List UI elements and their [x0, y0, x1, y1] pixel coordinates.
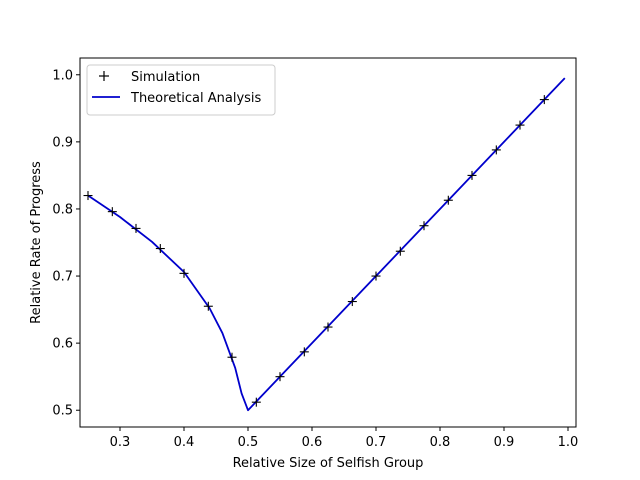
x-tick-label: 0.6 — [302, 435, 323, 450]
x-tick-label: 0.3 — [110, 435, 131, 450]
simulation-point — [299, 347, 309, 357]
simulation-point — [347, 297, 357, 307]
simulation-point — [395, 246, 405, 256]
legend: Simulation Theoretical Analysis — [86, 64, 276, 116]
legend-box — [86, 64, 276, 116]
y-tick-label: 1.0 — [52, 68, 73, 83]
series-line-theoretical-analysis — [87, 77, 566, 412]
plot-frame — [79, 57, 577, 428]
simulation-point — [83, 191, 93, 201]
simulation-point — [179, 268, 189, 278]
y-tick-label: 0.5 — [52, 404, 73, 419]
y-tick-label: 0.8 — [52, 202, 73, 217]
simulation-point — [467, 170, 477, 180]
x-axis-title: Relative Size of Selfish Group — [233, 456, 424, 471]
x-tick-label: 0.7 — [366, 435, 387, 450]
y-tick-label: 0.7 — [52, 270, 73, 285]
simulation-point — [155, 244, 165, 254]
simulation-point — [131, 223, 141, 233]
y-tick-label: 0.6 — [52, 337, 73, 352]
simulation-point — [275, 372, 285, 382]
simulation-point — [371, 271, 381, 281]
simulation-point — [491, 145, 501, 155]
simulation-point — [323, 322, 333, 332]
y-tick-label: 0.9 — [52, 135, 73, 150]
plot-area — [83, 77, 566, 412]
simulation-point — [107, 207, 117, 217]
x-tick-label: 0.8 — [430, 435, 451, 450]
simulation-point — [443, 195, 453, 205]
y-axis: 0.5 0.6 0.7 0.8 0.9 1.0 — [52, 68, 80, 419]
x-tick-label: 0.4 — [174, 435, 195, 450]
legend-marker-simulation — [99, 71, 109, 81]
legend-label-simulation: Simulation — [131, 70, 200, 85]
legend-label-theoretical: Theoretical Analysis — [130, 91, 262, 106]
y-axis-title: Relative Rate of Progress — [29, 161, 44, 324]
simulation-point — [251, 397, 261, 407]
x-tick-label: 0.5 — [238, 435, 259, 450]
simulation-point — [419, 221, 429, 231]
x-tick-label: 1.0 — [558, 435, 579, 450]
simulation-point — [203, 301, 213, 311]
simulation-point — [515, 120, 525, 130]
x-tick-label: 0.9 — [494, 435, 515, 450]
simulation-point — [227, 352, 237, 362]
x-axis: 0.3 0.4 0.5 0.6 0.7 0.8 0.9 1.0 — [110, 427, 579, 450]
simulation-point — [539, 95, 549, 105]
